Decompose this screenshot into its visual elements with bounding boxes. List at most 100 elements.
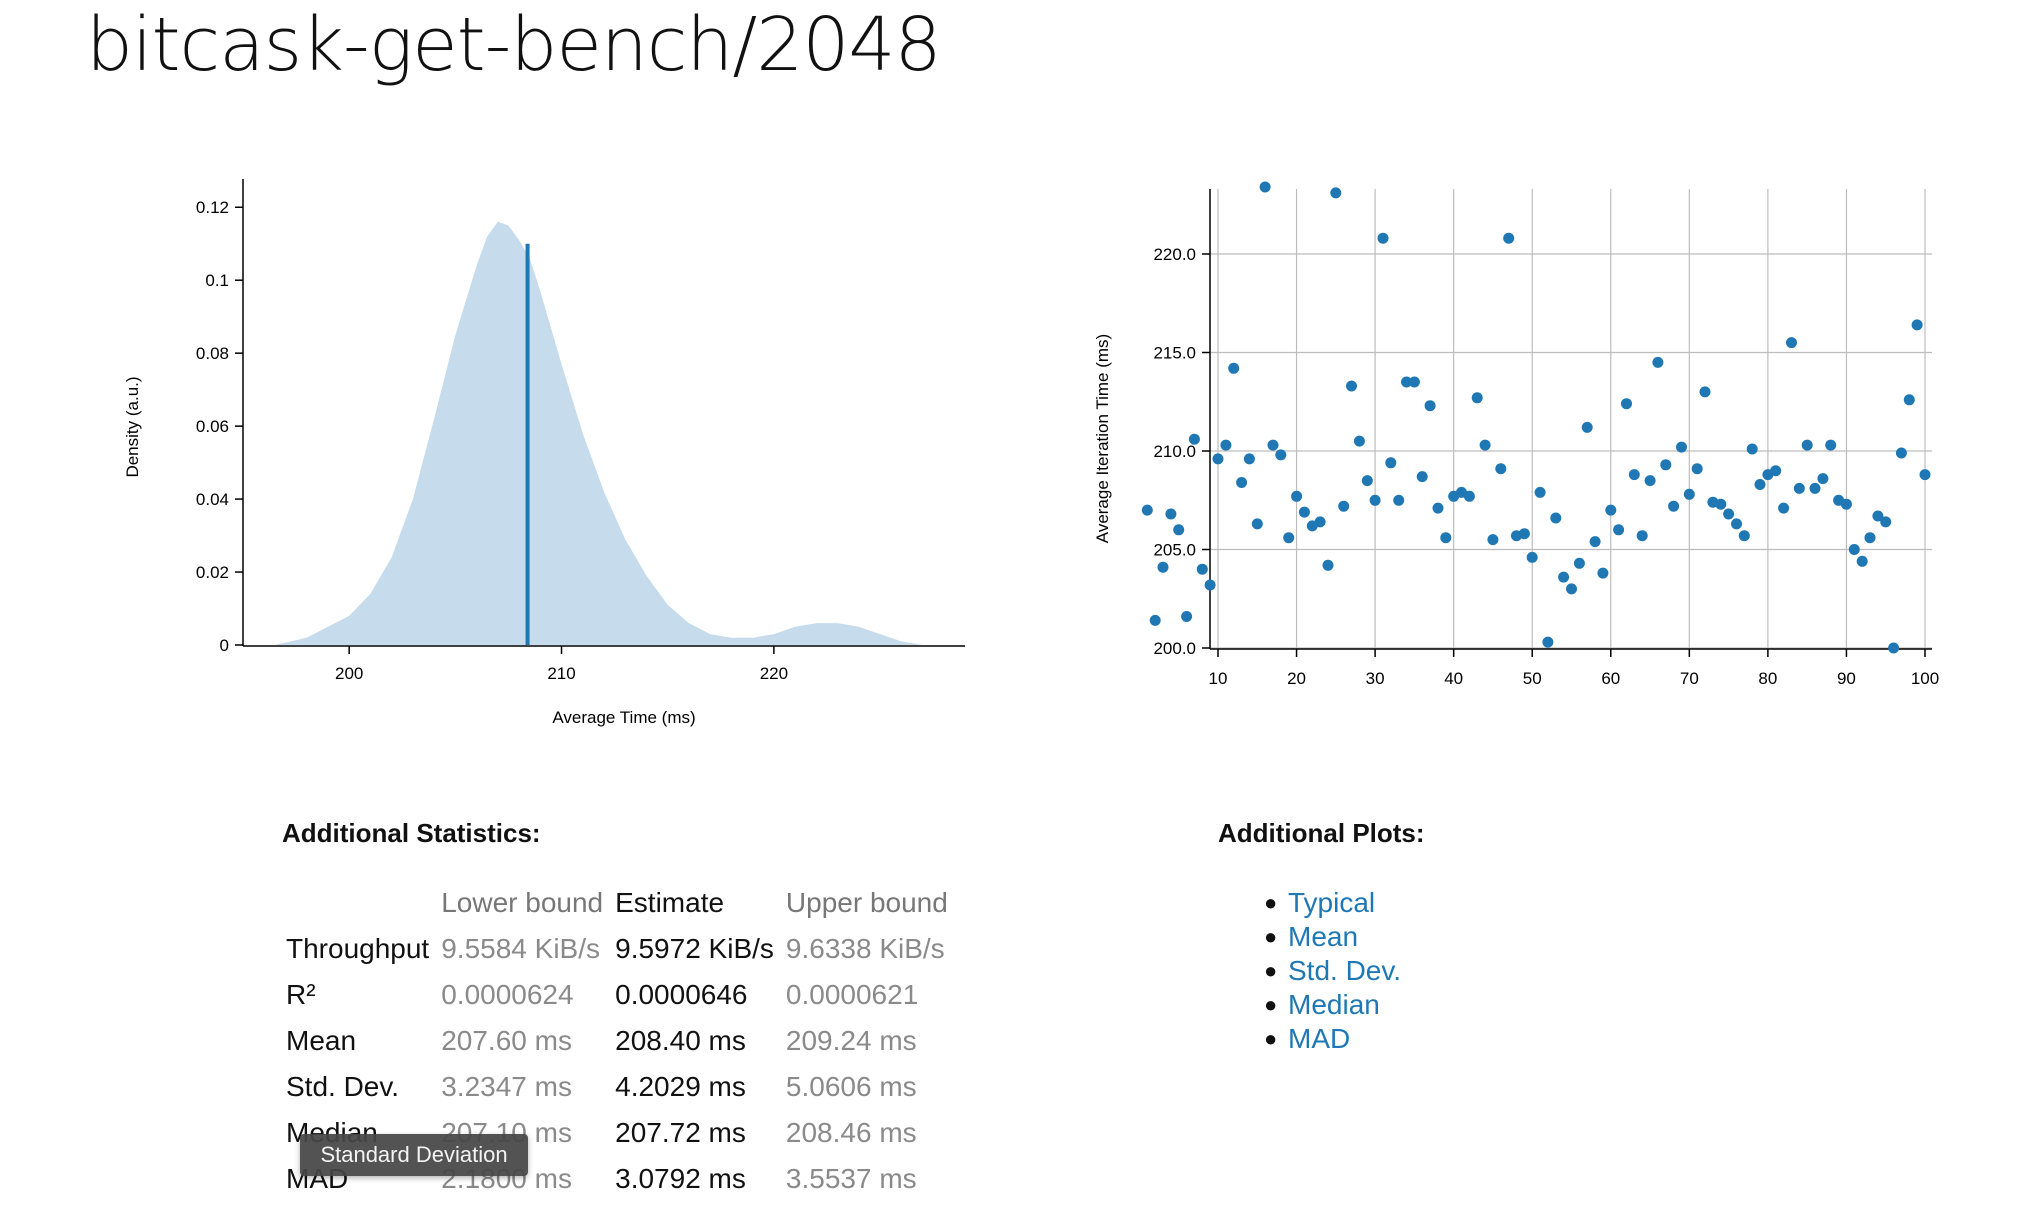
- data-point: [1652, 356, 1664, 368]
- data-point: [1699, 386, 1711, 398]
- data-point: [1479, 439, 1491, 451]
- data-point: [1786, 337, 1797, 349]
- bullet-icon: ●: [1264, 924, 1278, 949]
- data-point: [1864, 532, 1876, 544]
- data-point: [1275, 449, 1287, 461]
- data-point: [1291, 490, 1303, 502]
- data-point: [1621, 398, 1632, 410]
- data-point: [1628, 469, 1640, 481]
- data-point: [1463, 490, 1475, 502]
- y-tick-label: 0.12: [196, 198, 229, 217]
- data-point: [1338, 500, 1350, 512]
- additional-plots-list: ● Typical ● Mean ● Std. Dev. ● Median ● MAD: [1264, 886, 1402, 1056]
- data-point: [1613, 524, 1625, 536]
- table-row: R² 0.0000624 0.0000646 0.0000621: [280, 972, 954, 1018]
- stat-upper: 0.0000621: [785, 979, 919, 1010]
- data-point: [1872, 510, 1884, 522]
- stat-name: Throughput: [286, 933, 430, 964]
- data-point: [1636, 530, 1648, 542]
- data-point: [1534, 486, 1546, 498]
- data-point: [1330, 187, 1342, 199]
- stat-upper: 208.46 ms: [785, 1117, 917, 1148]
- data-point: [1204, 579, 1216, 591]
- data-point: [1605, 504, 1617, 516]
- bullet-icon: ●: [1264, 1026, 1278, 1051]
- table-row: MAD 2.1800 ms 3.0792 ms 3.5537 ms: [280, 1156, 954, 1202]
- data-point: [1173, 524, 1185, 536]
- plot-link-median[interactable]: Median: [1288, 989, 1380, 1020]
- x-tick-label: 50: [1523, 669, 1542, 688]
- stat-estimate: 208.40 ms: [615, 1025, 746, 1056]
- stat-estimate: 9.5972 KiB/s: [615, 933, 774, 964]
- bullet-icon: ●: [1264, 890, 1278, 915]
- x-tick-label: 200: [335, 664, 363, 683]
- pdf-density-chart: 0 0.02 0.04 0.06 0.08 0.1 0.12 200 210 220 Average…: [123, 179, 965, 727]
- list-item: ● MAD: [1264, 1022, 1401, 1056]
- data-point: [1778, 502, 1790, 514]
- table-row[interactable]: Std. Dev. 3.2347 ms 4.2029 ms 5.0606 ms: [280, 1064, 954, 1110]
- data-point: [1895, 447, 1907, 459]
- y-tick-label: 0.04: [196, 490, 229, 509]
- data-point: [1668, 500, 1680, 512]
- plot-link-mad[interactable]: MAD: [1288, 1023, 1351, 1054]
- plot-link-typical[interactable]: Typical: [1288, 887, 1376, 918]
- data-point: [1856, 555, 1868, 567]
- data-point: [1676, 441, 1687, 453]
- data-point: [1401, 376, 1412, 388]
- bullet-icon: ●: [1264, 958, 1278, 983]
- x-axis-label: Average Time (ms): [552, 708, 695, 727]
- stat-lower: 0.0000624: [441, 979, 574, 1010]
- stat-estimate: 207.72 ms: [615, 1117, 746, 1148]
- data-point: [1424, 400, 1436, 412]
- data-point: [1314, 516, 1326, 528]
- data-point: [1196, 563, 1208, 575]
- data-point: [1408, 376, 1420, 388]
- stat-name[interactable]: Std. Dev.: [286, 1071, 400, 1102]
- y-tick-label: 205.0: [1153, 541, 1196, 560]
- list-item: ● Median: [1264, 988, 1401, 1022]
- data-point: [1919, 469, 1931, 481]
- data-point: [1267, 439, 1279, 451]
- x-tick-label: 20: [1287, 669, 1306, 688]
- y-tick-label: 0.1: [205, 271, 229, 290]
- data-point: [1731, 518, 1742, 530]
- x-tick-label: 60: [1601, 669, 1620, 688]
- plot-link-std-dev[interactable]: Std. Dev.: [1288, 955, 1402, 986]
- x-tick-label: 220: [760, 664, 788, 683]
- data-point: [1487, 534, 1499, 546]
- y-axis-label: Average Iteration Time (ms): [1093, 334, 1112, 543]
- data-point: [1495, 463, 1507, 475]
- bullet-icon: ●: [1264, 992, 1278, 1017]
- data-point: [1809, 482, 1821, 494]
- stats-col-upper-bound: Upper bound: [785, 887, 948, 918]
- data-point: [1322, 559, 1334, 571]
- data-point: [1840, 498, 1852, 510]
- y-tick-label: 210.0: [1153, 442, 1196, 461]
- data-point: [1353, 435, 1365, 447]
- data-point: [1377, 232, 1389, 244]
- table-row: Median 207.10 ms 207.72 ms 208.46 ms: [280, 1110, 954, 1156]
- data-point: [1691, 463, 1703, 475]
- iteration-times-chart: 200.0 205.0 210.0 215.0 220.0 10 20 30 40 50 60 70 8…: [1093, 181, 1939, 688]
- x-tick-label: 100: [1911, 669, 1939, 688]
- stats-col-estimate: Estimate: [615, 887, 725, 918]
- data-point: [1817, 473, 1829, 485]
- y-tick-label: 220.0: [1153, 245, 1196, 264]
- stat-upper: 3.5537 ms: [785, 1163, 917, 1194]
- y-tick-label: 0.06: [196, 417, 229, 436]
- data-point: [1432, 502, 1444, 514]
- y-tick-label: 0: [220, 636, 229, 655]
- data-point: [1550, 512, 1562, 524]
- statistics-table: Lower bound Estimate Upper bound Through…: [280, 880, 954, 1202]
- list-item: ● Mean: [1264, 920, 1401, 954]
- statistics-header-row: Lower bound Estimate Upper bound: [280, 880, 954, 926]
- data-point: [1188, 433, 1200, 445]
- stat-upper: 5.0606 ms: [785, 1071, 917, 1102]
- y-axis-label: Density (a.u.): [123, 376, 142, 477]
- plot-link-mean[interactable]: Mean: [1288, 921, 1359, 952]
- data-point: [1149, 614, 1161, 626]
- stat-lower: 3.2347 ms: [441, 1071, 572, 1102]
- data-point: [1723, 508, 1735, 520]
- data-point: [1346, 380, 1357, 392]
- data-point: [1212, 453, 1224, 465]
